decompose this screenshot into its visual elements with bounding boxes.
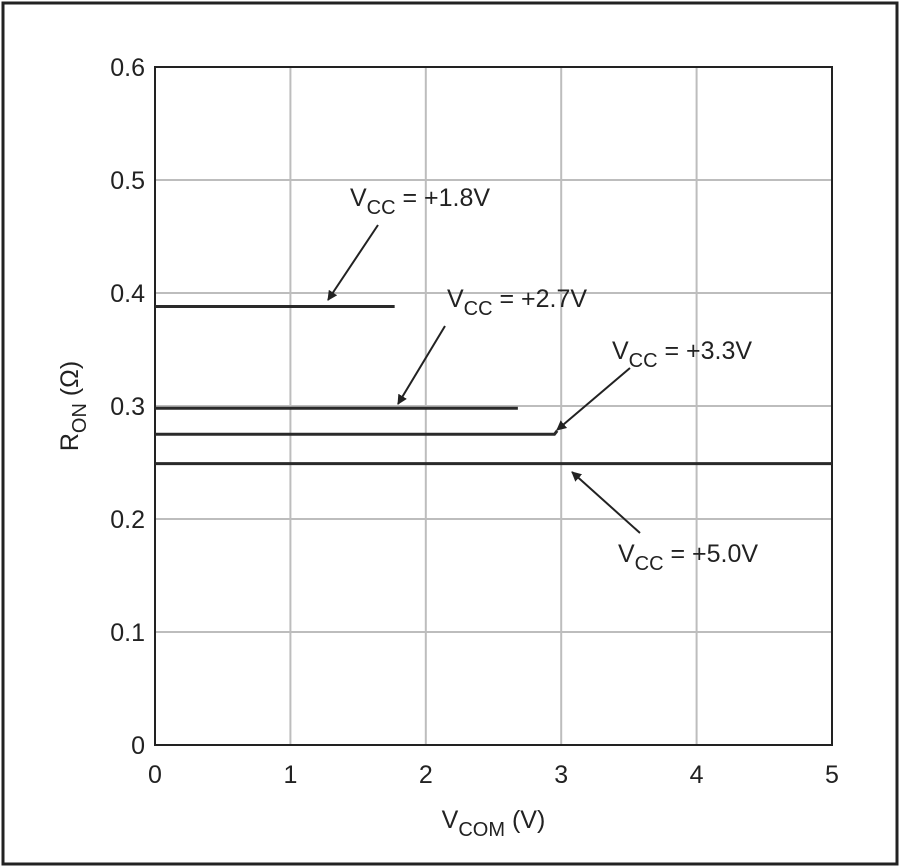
series-annotation: VCC = +1.8V xyxy=(350,184,490,219)
x-axis-label: VCOM (V) xyxy=(442,806,546,841)
x-tick-label: 1 xyxy=(283,761,297,789)
y-axis-label: RON (Ω) xyxy=(56,361,91,451)
x-tick-label: 2 xyxy=(419,761,433,789)
label-sub: CC xyxy=(367,197,396,219)
y-tick-label: 0.3 xyxy=(110,393,145,421)
label-rest: = +2.7V xyxy=(493,285,588,313)
y-tick-label: 0.6 xyxy=(110,54,145,82)
x-tick-label: 4 xyxy=(690,761,704,789)
y-tick-label: 0.4 xyxy=(110,280,145,308)
label-sub: ON xyxy=(69,403,91,433)
label-rest: (Ω) xyxy=(56,361,84,403)
label-sub: CC xyxy=(629,350,658,372)
label-main: V xyxy=(612,337,629,365)
series-annotation: VCC = +5.0V xyxy=(618,540,758,575)
label-main: V xyxy=(442,806,459,834)
plot-border xyxy=(154,66,833,746)
x-tick-label: 5 xyxy=(825,761,839,789)
x-tick-label: 0 xyxy=(148,761,162,789)
series-annotation: VCC = +3.3V xyxy=(612,337,752,372)
label-main: V xyxy=(618,540,635,568)
series-line xyxy=(155,429,559,436)
y-tick-label: 0.1 xyxy=(110,619,145,647)
annotation-arrow xyxy=(327,224,379,301)
y-tick-label: 0.2 xyxy=(110,506,145,534)
series-annotation: VCC = +2.7V xyxy=(447,285,587,320)
label-main: R xyxy=(56,433,84,451)
annotation-arrow xyxy=(556,367,631,431)
annotation-arrow xyxy=(571,471,641,534)
label-main: V xyxy=(447,285,464,313)
label-rest: = +3.3V xyxy=(658,337,753,365)
label-main: V xyxy=(350,184,367,212)
y-tick-label: 0.5 xyxy=(110,167,145,195)
label-sub: CC xyxy=(635,553,664,575)
label-sub: COM xyxy=(458,819,505,841)
label-rest: (V) xyxy=(505,806,545,834)
label-rest: = +5.0V xyxy=(664,540,759,568)
y-tick-label: 0 xyxy=(131,732,145,760)
annotation-arrow xyxy=(397,325,446,405)
label-rest: = +1.8V xyxy=(396,184,491,212)
x-tick-label: 3 xyxy=(554,761,568,789)
label-sub: CC xyxy=(464,298,493,320)
